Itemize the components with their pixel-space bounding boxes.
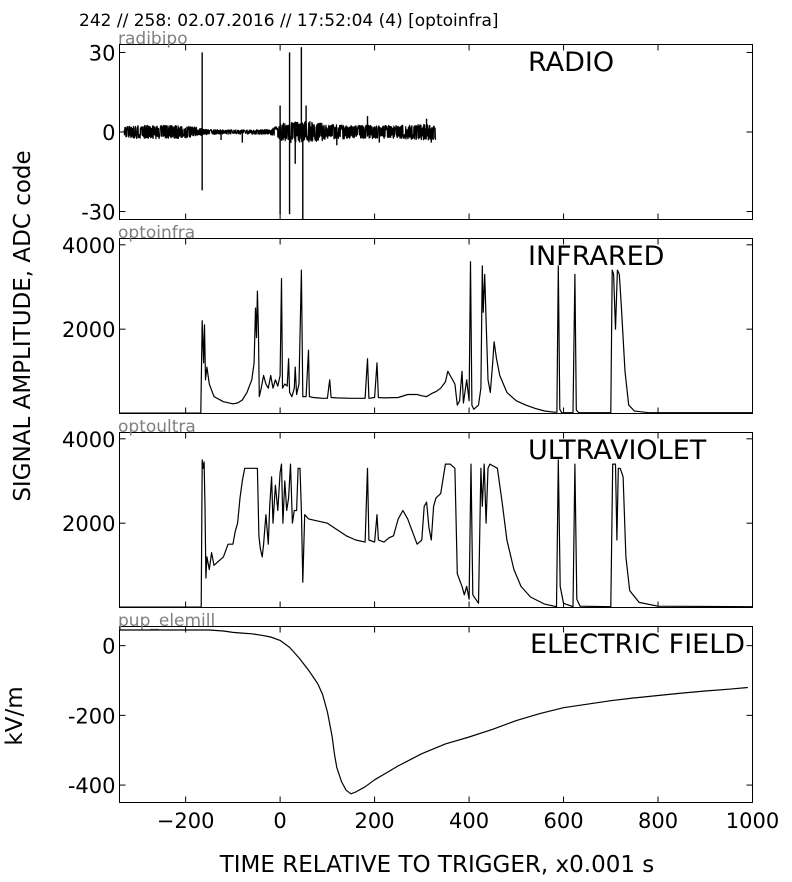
electric-field-ytick-label: 0 [102, 635, 115, 659]
electric-field-line [119, 629, 748, 795]
x-tick-label: 1000 [726, 809, 779, 833]
x-tick-label: 0 [273, 809, 286, 833]
ultraviolet-title: ULTRAVIOLET [528, 435, 707, 466]
radio-ytick-label: -30 [81, 201, 115, 225]
electric-field-trace [119, 629, 748, 795]
electric-field-frame [119, 626, 753, 803]
ultraviolet-sub-label: optoultra [118, 417, 196, 437]
ultraviolet-trace [119, 459, 753, 608]
x-tick-label: −200 [157, 809, 215, 833]
x-axis-label: TIME RELATIVE TO TRIGGER, x0.001 s [219, 852, 655, 878]
ultraviolet-ytick-label: 4000 [62, 428, 115, 452]
ultraviolet-ytick-label: 2000 [62, 512, 115, 536]
electric-field-sub-label: pup_elemill [118, 611, 215, 631]
electric-field-y-ticks: -400 -200 0 [68, 626, 753, 803]
x-tick-label: 400 [449, 809, 489, 833]
electric-field-panel: pup_elemill ELECTRIC FIELD -400 -200 0 [68, 611, 753, 803]
radio-y-ticks: -30 0 30 [81, 41, 753, 225]
ultraviolet-line [119, 459, 753, 608]
infrared-line [119, 261, 753, 414]
ultraviolet-panel: optoultra ULTRAVIOLET 2000 4000 [62, 417, 753, 608]
y-axis-label-signal: SIGNAL AMPLITUDE, ADC code [10, 150, 36, 501]
radio-panel: radibipo RADIO -30 0 30 [81, 29, 753, 225]
radio-ytick-label: 0 [102, 121, 115, 145]
radio-ytick-label: 30 [89, 41, 116, 65]
infrared-panel: optoinfra INFRARED 2000 4000 [62, 223, 753, 414]
infrared-ytick-label: 4000 [62, 234, 115, 258]
radio-trace [123, 47, 437, 220]
infrared-trace [119, 261, 753, 414]
y-axis-label-field: kV/m [2, 686, 28, 745]
electric-field-ytick-label: -200 [68, 704, 116, 728]
header-title: 242 // 258: 02.07.2016 // 17:52:04 (4) [… [79, 11, 499, 31]
x-tick-label: 600 [543, 809, 583, 833]
infrared-y-ticks: 2000 4000 [62, 234, 753, 414]
electric-field-ytick-label: -400 [68, 774, 116, 798]
radio-title: RADIO [528, 47, 614, 78]
x-tick-label: 800 [638, 809, 678, 833]
infrared-ytick-label: 2000 [62, 318, 115, 342]
radio-sub-label: radibipo [118, 29, 188, 49]
infrared-sub-label: optoinfra [118, 223, 195, 243]
infrared-title: INFRARED [528, 241, 664, 272]
electric-field-title: ELECTRIC FIELD [530, 629, 745, 660]
x-axis: −200 0 200 400 600 800 1000 [157, 809, 779, 833]
ultraviolet-y-ticks: 2000 4000 [62, 428, 753, 608]
x-tick-label: 200 [355, 809, 395, 833]
infrared-frame [119, 238, 753, 414]
ultraviolet-frame [119, 432, 753, 608]
